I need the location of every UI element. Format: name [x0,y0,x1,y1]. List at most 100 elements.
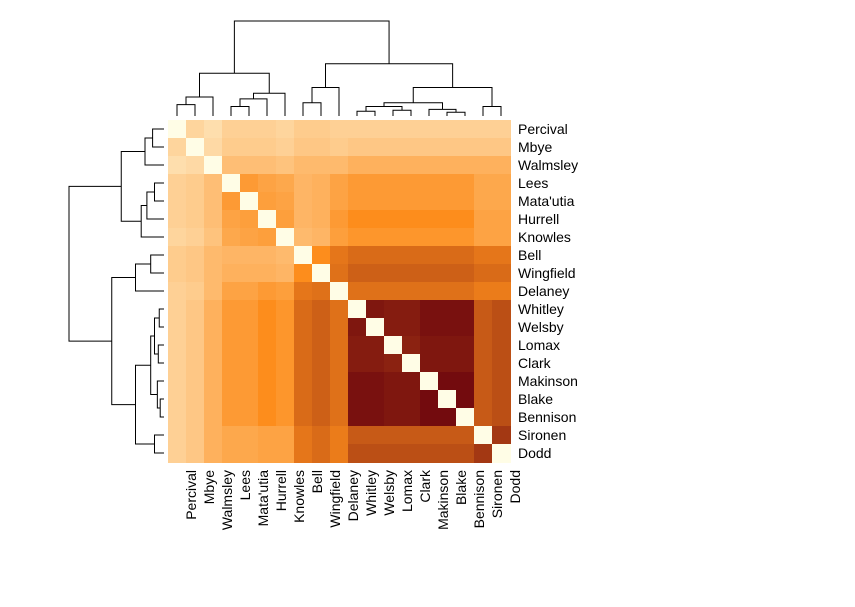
heatmap-cell [402,318,421,337]
heatmap-cell [294,372,313,391]
heatmap-cell [384,210,403,229]
col-label: Percival [183,470,199,520]
heatmap-cell [258,354,277,373]
heatmap-cell [438,264,457,283]
heatmap-cell [384,354,403,373]
heatmap-cell [420,174,439,193]
heatmap-cell [240,318,259,337]
heatmap-cell [222,372,241,391]
heatmap-cell [330,282,349,301]
heatmap-cell [240,444,259,463]
heatmap-cell [312,408,331,427]
col-label: Knowles [291,470,307,523]
heatmap-cell [456,300,475,319]
heatmap-cell [276,192,295,211]
heatmap-cell [384,264,403,283]
heatmap-cell [204,300,223,319]
heatmap-cell [474,156,493,175]
heatmap-cell [492,372,511,391]
heatmap-cell [402,264,421,283]
heatmap-cell [348,426,367,445]
row-label: Mata'utia [518,193,574,209]
heatmap-cell [222,318,241,337]
heatmap-cell [258,426,277,445]
heatmap-cell [366,354,385,373]
heatmap-cell [402,228,421,247]
heatmap-cell [276,282,295,301]
heatmap-cell [492,210,511,229]
heatmap-cell [474,282,493,301]
heatmap-cell [204,174,223,193]
heatmap-cell [402,354,421,373]
row-label: Wingfield [518,265,576,281]
heatmap-cell [312,282,331,301]
heatmap-cell [456,426,475,445]
heatmap-cell [276,318,295,337]
heatmap-cell [222,408,241,427]
heatmap-cell [330,408,349,427]
col-label: Wingfield [327,470,343,528]
heatmap-cell [402,390,421,409]
heatmap-cell [222,192,241,211]
heatmap-cell [186,300,205,319]
heatmap-cell [240,354,259,373]
heatmap-cell [258,210,277,229]
heatmap-cell [222,246,241,265]
heatmap-cell [420,444,439,463]
heatmap-cell [492,426,511,445]
heatmap-cell [456,390,475,409]
heatmap-cell [294,282,313,301]
row-label: Whitley [518,301,564,317]
heatmap-cell [474,210,493,229]
heatmap-cell [186,264,205,283]
heatmap-cell [474,246,493,265]
heatmap-cell [402,156,421,175]
heatmap-cell [402,210,421,229]
heatmap-cell [294,408,313,427]
col-label: Mbye [201,470,217,504]
heatmap-cell [492,318,511,337]
heatmap-cell [330,354,349,373]
heatmap-cell [330,228,349,247]
heatmap-cell [294,354,313,373]
heatmap-cell [492,246,511,265]
heatmap-cell [186,246,205,265]
row-label: Lees [518,175,548,191]
col-label: Lomax [399,470,415,512]
heatmap-figure: { "layout": { "heatmap_left": 168, "heat… [0,0,855,607]
heatmap-cell [240,282,259,301]
heatmap-cell [384,318,403,337]
heatmap-cell [366,264,385,283]
heatmap-cell [384,372,403,391]
heatmap-cell [420,282,439,301]
heatmap-cell [492,138,511,157]
heatmap-cell [204,444,223,463]
heatmap-cell [438,210,457,229]
heatmap-cell [474,336,493,355]
heatmap-cell [240,174,259,193]
heatmap-cell [366,318,385,337]
row-label: Hurrell [518,211,559,227]
row-label: Makinson [518,373,578,389]
heatmap-cell [204,408,223,427]
heatmap-cell [492,390,511,409]
heatmap-cell [384,336,403,355]
heatmap-cell [420,246,439,265]
heatmap-cell [258,156,277,175]
heatmap-cell [204,246,223,265]
heatmap-cell [348,336,367,355]
row-label: Lomax [518,337,560,353]
heatmap-cell [276,246,295,265]
heatmap-cell [420,372,439,391]
row-label: Knowles [518,229,571,245]
heatmap-cell [384,174,403,193]
heatmap-cell [438,156,457,175]
col-label: Sironen [489,470,505,518]
heatmap-cell [384,138,403,157]
heatmap-cell [276,372,295,391]
heatmap-cell [330,336,349,355]
heatmap-cell [204,264,223,283]
heatmap-cell [492,264,511,283]
heatmap-cell [366,228,385,247]
heatmap-cell [186,282,205,301]
